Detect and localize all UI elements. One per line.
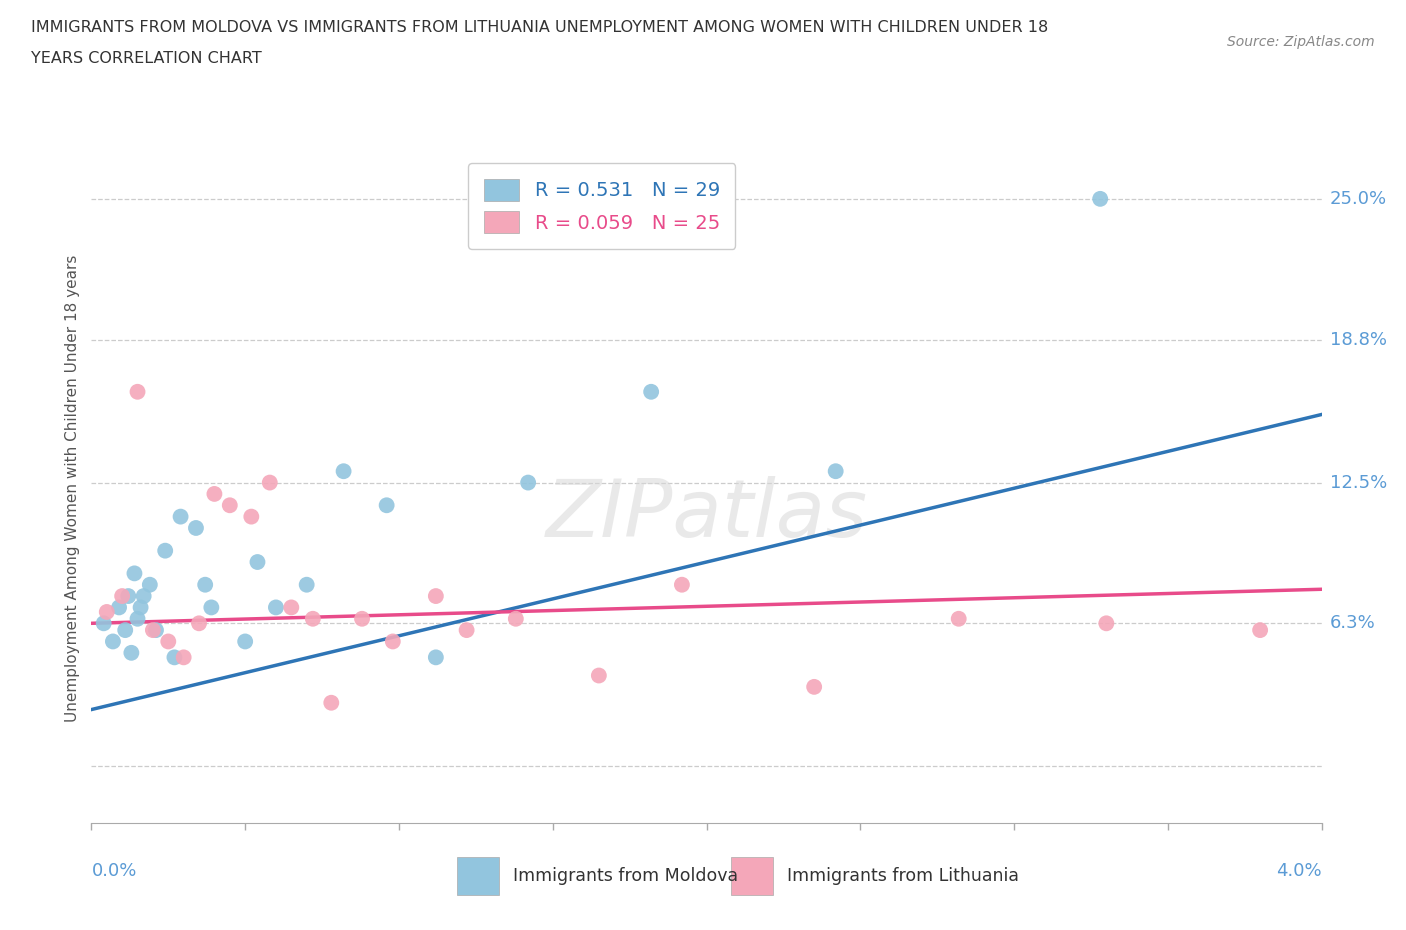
Point bbox=[375, 498, 398, 512]
Point bbox=[259, 475, 281, 490]
Point bbox=[117, 589, 139, 604]
Point bbox=[640, 384, 662, 399]
Point bbox=[948, 611, 970, 626]
Point bbox=[202, 486, 225, 501]
Point bbox=[246, 554, 269, 569]
Point bbox=[301, 611, 323, 626]
Point bbox=[114, 623, 136, 638]
Text: Immigrants from Moldova: Immigrants from Moldova bbox=[513, 867, 738, 885]
Point bbox=[218, 498, 240, 512]
Point bbox=[139, 578, 162, 592]
Point bbox=[240, 510, 263, 525]
Point bbox=[169, 510, 191, 525]
Text: IMMIGRANTS FROM MOLDOVA VS IMMIGRANTS FROM LITHUANIA UNEMPLOYMENT AMONG WOMEN WI: IMMIGRANTS FROM MOLDOVA VS IMMIGRANTS FR… bbox=[31, 20, 1049, 35]
Point bbox=[233, 634, 256, 649]
Point bbox=[111, 589, 134, 604]
Point bbox=[120, 645, 142, 660]
Point bbox=[157, 634, 180, 649]
Point bbox=[425, 650, 447, 665]
Point bbox=[96, 604, 118, 619]
Point bbox=[264, 600, 287, 615]
Point bbox=[824, 464, 846, 479]
Point bbox=[194, 578, 217, 592]
Point bbox=[93, 616, 115, 631]
Point bbox=[588, 668, 610, 683]
Text: Source: ZipAtlas.com: Source: ZipAtlas.com bbox=[1227, 35, 1375, 49]
Point bbox=[425, 589, 447, 604]
Text: 12.5%: 12.5% bbox=[1330, 473, 1388, 492]
FancyBboxPatch shape bbox=[457, 857, 499, 895]
Text: 18.8%: 18.8% bbox=[1330, 330, 1386, 349]
Y-axis label: Unemployment Among Women with Children Under 18 years: Unemployment Among Women with Children U… bbox=[65, 255, 80, 722]
Point bbox=[295, 578, 318, 592]
Point bbox=[1088, 192, 1111, 206]
Point bbox=[381, 634, 404, 649]
Text: Immigrants from Lithuania: Immigrants from Lithuania bbox=[787, 867, 1019, 885]
Text: 6.3%: 6.3% bbox=[1330, 615, 1375, 632]
Point bbox=[1249, 623, 1271, 638]
Point bbox=[456, 623, 478, 638]
FancyBboxPatch shape bbox=[731, 857, 773, 895]
Point bbox=[132, 589, 155, 604]
Legend: R = 0.531   N = 29, R = 0.059   N = 25: R = 0.531 N = 29, R = 0.059 N = 25 bbox=[468, 163, 735, 249]
Text: 4.0%: 4.0% bbox=[1277, 862, 1322, 880]
Point bbox=[127, 611, 149, 626]
Point bbox=[163, 650, 186, 665]
Point bbox=[352, 611, 374, 626]
Point bbox=[101, 634, 124, 649]
Point bbox=[200, 600, 222, 615]
Point bbox=[142, 623, 165, 638]
Point bbox=[124, 566, 146, 581]
Point bbox=[1095, 616, 1118, 631]
Point bbox=[173, 650, 195, 665]
Text: 25.0%: 25.0% bbox=[1330, 190, 1388, 207]
Point bbox=[145, 623, 167, 638]
Point bbox=[153, 543, 177, 558]
Point bbox=[505, 611, 527, 626]
Text: ZIPatlas: ZIPatlas bbox=[546, 476, 868, 554]
Point bbox=[803, 680, 825, 695]
Point bbox=[332, 464, 354, 479]
Point bbox=[129, 600, 152, 615]
Point bbox=[671, 578, 693, 592]
Point bbox=[127, 384, 149, 399]
Text: YEARS CORRELATION CHART: YEARS CORRELATION CHART bbox=[31, 51, 262, 66]
Point bbox=[188, 616, 211, 631]
Point bbox=[184, 521, 207, 536]
Point bbox=[108, 600, 131, 615]
Point bbox=[321, 696, 343, 711]
Text: 0.0%: 0.0% bbox=[91, 862, 136, 880]
Point bbox=[280, 600, 302, 615]
Point bbox=[517, 475, 540, 490]
